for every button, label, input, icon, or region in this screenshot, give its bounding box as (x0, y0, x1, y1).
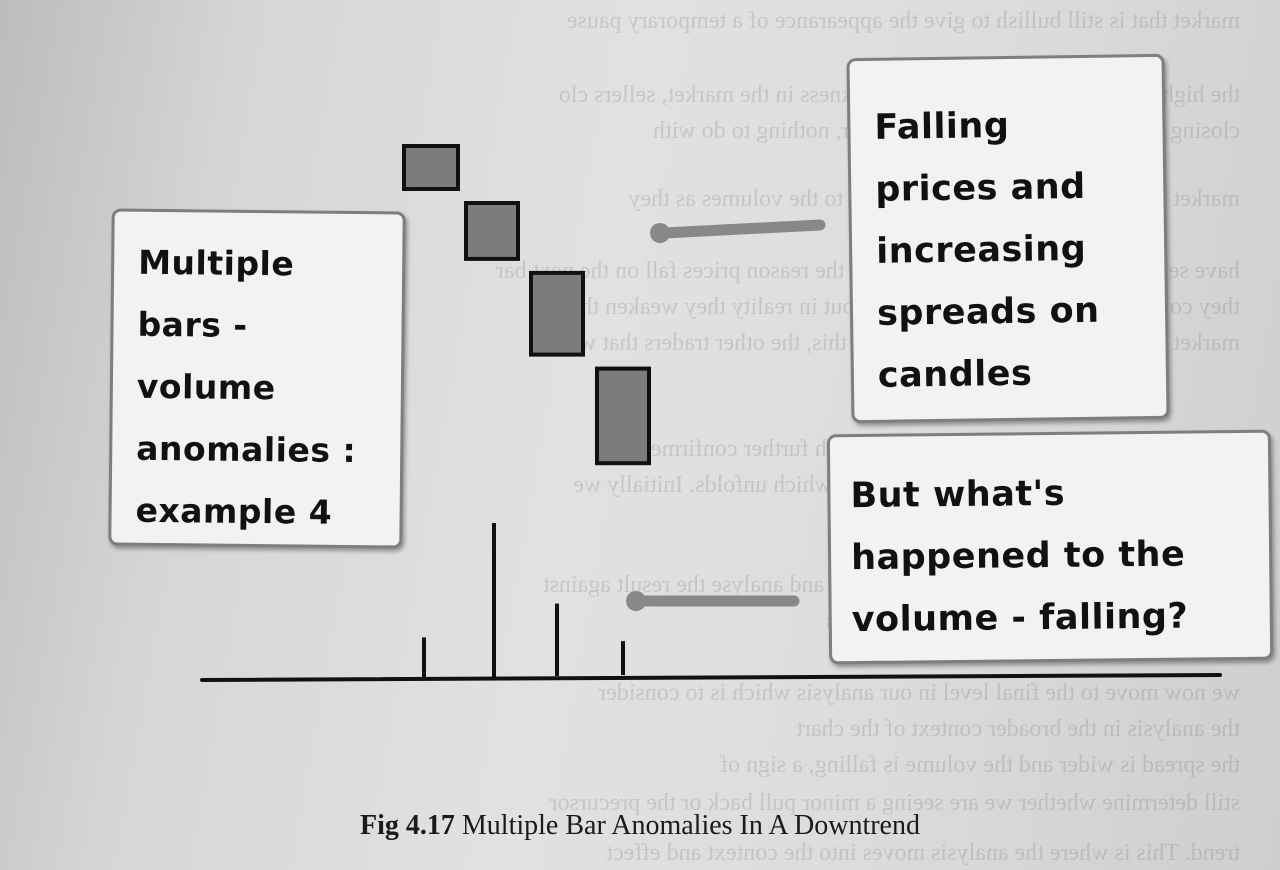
arrow-to-candles (650, 219, 826, 243)
callout-falling-prices: Falling prices and increasing spreads on… (846, 53, 1170, 424)
figure-caption-title: Multiple Bar Anomalies In A Downtrend (461, 810, 920, 841)
callout-volume-question-text: But what's happened to the volume - fall… (850, 473, 1189, 641)
price-bars (402, 144, 651, 466)
price-bar-1 (402, 144, 460, 191)
callout-falling-prices-text: Falling prices and increasing spreads on… (874, 105, 1100, 396)
price-bar-3 (529, 270, 585, 357)
callout-volume-question: But what's happened to the volume - fall… (826, 429, 1274, 665)
baseline-axis (200, 673, 1222, 682)
arrow-to-volume (626, 591, 800, 611)
volume-bars (422, 523, 625, 679)
callout-multiple-bars-text: Multiple bars - volume anomalies : examp… (135, 242, 357, 532)
price-bar-2 (464, 201, 520, 261)
price-bar-4 (595, 366, 651, 466)
callout-multiple-bars: Multiple bars - volume anomalies : examp… (108, 208, 406, 549)
figure-caption-label: Fig 4.17 (360, 810, 455, 841)
figure-caption: Fig 4.17 Multiple Bar Anomalies In A Dow… (0, 810, 1280, 842)
